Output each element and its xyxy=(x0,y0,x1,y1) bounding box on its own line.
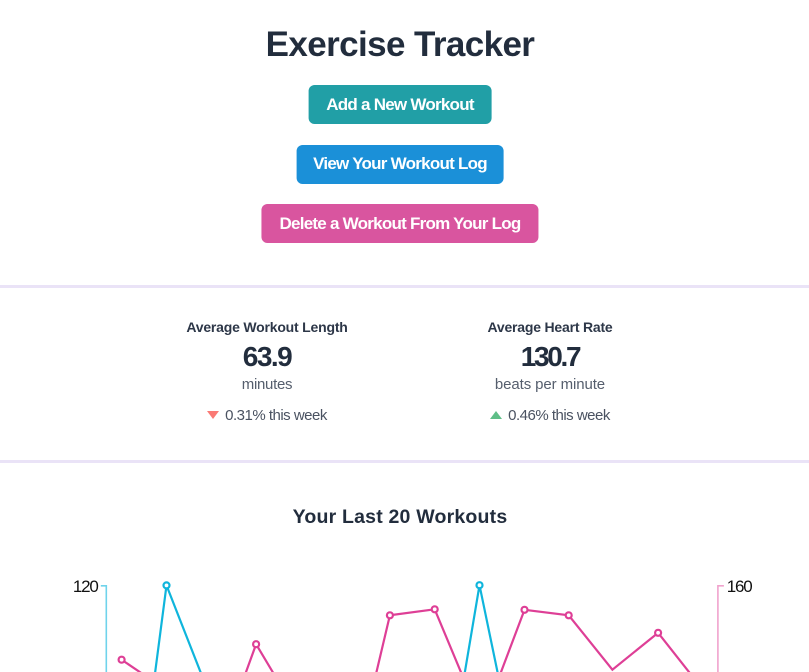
svg-text:160: 160 xyxy=(727,577,753,596)
svg-text:120: 120 xyxy=(73,577,99,596)
